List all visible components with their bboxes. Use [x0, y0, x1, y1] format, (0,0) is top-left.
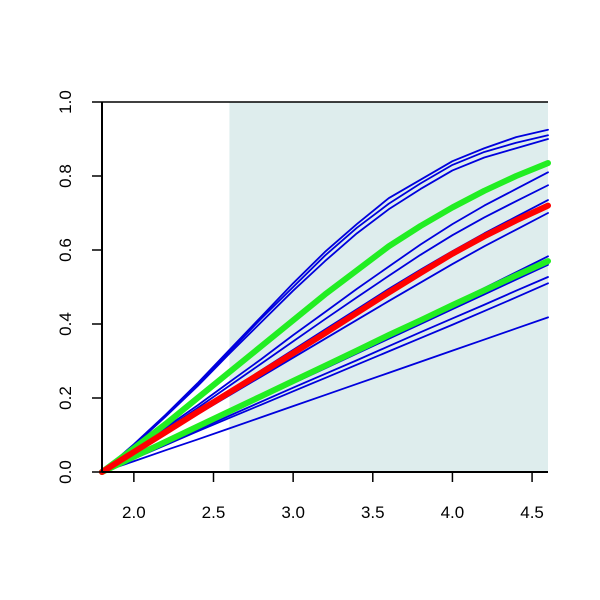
- series-line-12: [101, 316, 549, 473]
- series-line-4: [101, 171, 549, 473]
- x-tick-label-1: 2.5: [202, 503, 226, 522]
- series-line-14: [99, 258, 551, 475]
- y-tick-label-2: 0.4: [56, 312, 75, 336]
- series-line-3: [101, 138, 549, 473]
- x-tick-label-5: 4.5: [520, 503, 544, 522]
- y-tick-label-3: 0.6: [56, 238, 75, 262]
- x-tick-label-2: 3.0: [281, 503, 305, 522]
- x-tick-label-0: 2.0: [122, 503, 146, 522]
- y-tick-label-4: 0.8: [56, 164, 75, 188]
- series-line-11: [101, 282, 549, 473]
- x-tick-label-4: 4.0: [441, 503, 465, 522]
- y-tick-label-5: 1.0: [56, 90, 75, 114]
- x-tick-label-3: 3.5: [361, 503, 385, 522]
- y-tick-label-1: 0.2: [56, 386, 75, 410]
- series-line-13: [99, 160, 551, 475]
- y-tick-label-0: 0.0: [56, 460, 75, 484]
- series-line-15: [99, 202, 551, 475]
